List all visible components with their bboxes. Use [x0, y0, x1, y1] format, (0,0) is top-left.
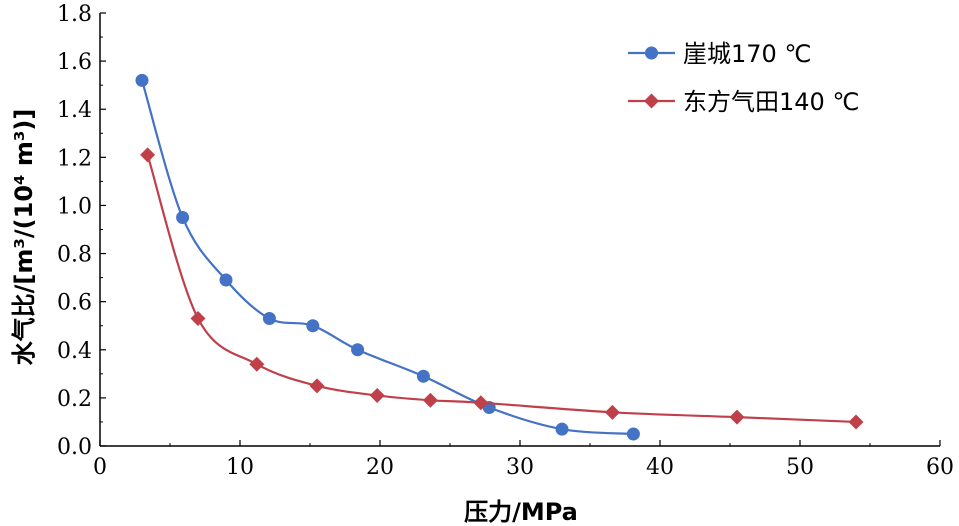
y-tick-label: 0.0: [57, 435, 92, 460]
y-tick-label: 1.2: [57, 146, 92, 171]
x-axis-label: 压力/MPa: [464, 498, 578, 526]
data-point: [190, 311, 206, 327]
y-tick-label: 0.2: [57, 387, 92, 412]
data-point: [306, 319, 320, 333]
x-tick-label: 40: [646, 455, 674, 480]
y-tick-label: 1.8: [57, 2, 92, 27]
data-point: [262, 312, 276, 326]
data-point: [140, 147, 156, 163]
y-tick-label: 0.4: [57, 339, 92, 364]
legend-marker: [645, 46, 658, 60]
data-point: [135, 73, 149, 87]
data-point: [626, 427, 640, 441]
series-line: [146, 154, 857, 424]
data-point: [369, 387, 385, 403]
data-point: [176, 210, 190, 224]
legend: 崖城170 ℃ 东方气田140 ℃: [628, 40, 859, 116]
x-tick-label: 30: [506, 455, 534, 480]
data-point: [309, 378, 325, 394]
legend-label: 崖城170 ℃: [683, 40, 811, 68]
data-point: [473, 395, 489, 411]
y-tick-label: 0.6: [57, 291, 92, 316]
y-axis-label: 水气比/[m³/(10⁴ m³)]: [10, 109, 38, 366]
data-point: [729, 409, 745, 425]
series-line: [140, 80, 634, 436]
x-tick-label: 50: [786, 455, 814, 480]
series-layer: [135, 73, 864, 441]
data-point: [351, 343, 365, 357]
axes: 0 10 20 30 40 50 60 0.0 0.2 0.4 0.6 0.8 1.0 1.2 1.4 1.6…: [57, 2, 954, 480]
data-point: [249, 356, 265, 372]
series-2: [140, 147, 864, 430]
data-point: [422, 392, 438, 408]
y-tick-label: 1.4: [57, 98, 92, 123]
series-1: [135, 73, 640, 441]
data-point: [416, 369, 430, 383]
data-point: [219, 273, 233, 287]
x-tick-label: 60: [926, 455, 954, 480]
data-point: [848, 414, 864, 430]
x-tick-label: 10: [226, 455, 254, 480]
data-point: [555, 422, 569, 436]
y-tick-label: 1.6: [57, 50, 92, 75]
data-point: [604, 404, 620, 420]
legend-label: 东方气田140 ℃: [683, 88, 859, 116]
x-tick-label: 20: [366, 455, 394, 480]
y-tick-label: 1.0: [57, 194, 92, 219]
legend-marker: [644, 93, 659, 109]
x-tick-label: 0: [93, 455, 107, 480]
y-tick-label: 0.8: [57, 243, 92, 268]
